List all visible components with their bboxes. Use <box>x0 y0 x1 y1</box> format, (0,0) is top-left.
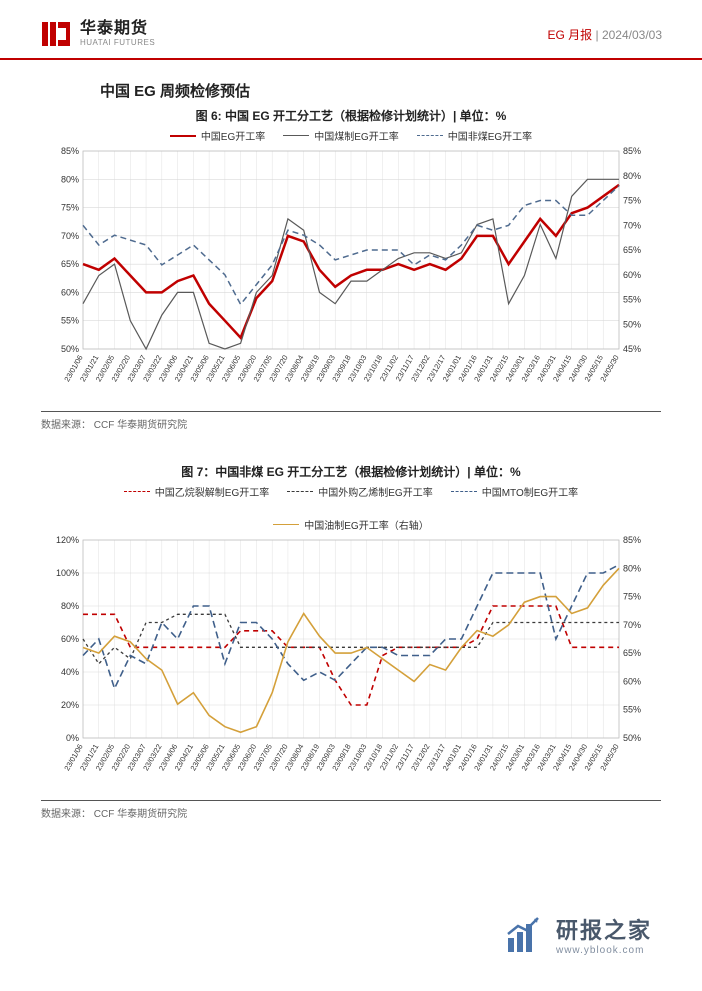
page-header: 华泰期货 HUATAI FUTURES EG 月报 | 2024/03/03 <box>0 0 702 60</box>
chart-6-legend: 中国EG开工率 中国煤制EG开工率 中国非煤EG开工率 <box>41 128 661 143</box>
watermark-cn: 研报之家 <box>556 913 652 945</box>
svg-text:45%: 45% <box>623 344 641 354</box>
svg-text:100%: 100% <box>56 568 79 578</box>
svg-text:120%: 120% <box>56 535 79 545</box>
legend-item: 中国MTO制EG开工率 <box>451 484 578 499</box>
chart-6: 图 6: 中国 EG 开工分工艺（根据检修计划统计）| 单位：% 中国EG开工率… <box>41 107 661 431</box>
chart-6-plot: 50% 55% 60% 65% 70% 75% 80% 85% 45% 50% 55% 60% 65% 7… <box>41 145 661 405</box>
report-type: EG 月报 <box>547 28 592 42</box>
svg-text:55%: 55% <box>623 705 641 715</box>
legend-item: 中国乙烷裂解制EG开工率 <box>124 484 269 499</box>
logo: 华泰期货 HUATAI FUTURES <box>40 18 155 50</box>
svg-text:65%: 65% <box>623 245 641 255</box>
chart-6-source: 数据来源： CCF 华泰期货研究院 <box>41 411 661 431</box>
svg-text:80%: 80% <box>623 563 641 573</box>
chart-7: 图 7：中国非煤 EG 开工分工艺（根据检修计划统计）| 单位：% 中国乙烷裂解… <box>41 463 661 820</box>
svg-text:65%: 65% <box>623 648 641 658</box>
svg-text:80%: 80% <box>61 601 79 611</box>
svg-text:50%: 50% <box>61 344 79 354</box>
watermark: 研报之家 www.yblook.com <box>504 913 652 956</box>
logo-text-cn: 华泰期货 <box>80 21 155 37</box>
report-date: 2024/03/03 <box>602 28 662 42</box>
svg-text:20%: 20% <box>61 700 79 710</box>
svg-text:85%: 85% <box>623 535 641 545</box>
legend-item: 中国油制EG开工率（右轴） <box>273 517 428 532</box>
watermark-en: www.yblook.com <box>556 945 652 956</box>
legend-item: 中国煤制EG开工率 <box>283 128 398 143</box>
section-title: 中国 EG 周频检修预估 <box>100 80 662 101</box>
chart-7-legend: 中国乙烷裂解制EG开工率 中国外购乙烯制EG开工率 中国MTO制EG开工率中国油制E… <box>41 484 661 532</box>
svg-text:70%: 70% <box>623 620 641 630</box>
svg-text:60%: 60% <box>623 270 641 280</box>
svg-text:60%: 60% <box>61 634 79 644</box>
svg-text:70%: 70% <box>61 231 79 241</box>
svg-text:50%: 50% <box>623 733 641 743</box>
svg-text:70%: 70% <box>623 220 641 230</box>
svg-text:75%: 75% <box>623 592 641 602</box>
chart-7-plot: 0% 20% 40% 60% 80% 100% 120% 50% 55% 60% 65% 70% 75%… <box>41 534 661 794</box>
legend-item: 中国EG开工率 <box>170 128 265 143</box>
chart-7-source: 数据来源： CCF 华泰期货研究院 <box>41 800 661 820</box>
header-meta: EG 月报 | 2024/03/03 <box>547 26 662 43</box>
svg-text:75%: 75% <box>623 196 641 206</box>
svg-text:80%: 80% <box>61 174 79 184</box>
svg-text:60%: 60% <box>61 287 79 297</box>
legend-item: 中国非煤EG开工率 <box>417 128 532 143</box>
svg-text:40%: 40% <box>61 667 79 677</box>
svg-text:85%: 85% <box>61 146 79 156</box>
svg-text:85%: 85% <box>623 146 641 156</box>
svg-text:60%: 60% <box>623 676 641 686</box>
chart-7-title: 图 7：中国非煤 EG 开工分工艺（根据检修计划统计）| 单位：% <box>41 463 661 480</box>
chart-6-title: 图 6: 中国 EG 开工分工艺（根据检修计划统计）| 单位：% <box>41 107 661 124</box>
logo-text-en: HUATAI FUTURES <box>80 39 155 47</box>
svg-text:55%: 55% <box>623 295 641 305</box>
svg-text:50%: 50% <box>623 319 641 329</box>
legend-item: 中国外购乙烯制EG开工率 <box>287 484 432 499</box>
svg-text:65%: 65% <box>61 259 79 269</box>
svg-text:75%: 75% <box>61 203 79 213</box>
svg-text:80%: 80% <box>623 171 641 181</box>
svg-text:0%: 0% <box>66 733 79 743</box>
watermark-icon <box>504 914 546 956</box>
svg-text:55%: 55% <box>61 316 79 326</box>
logo-icon <box>40 18 72 50</box>
